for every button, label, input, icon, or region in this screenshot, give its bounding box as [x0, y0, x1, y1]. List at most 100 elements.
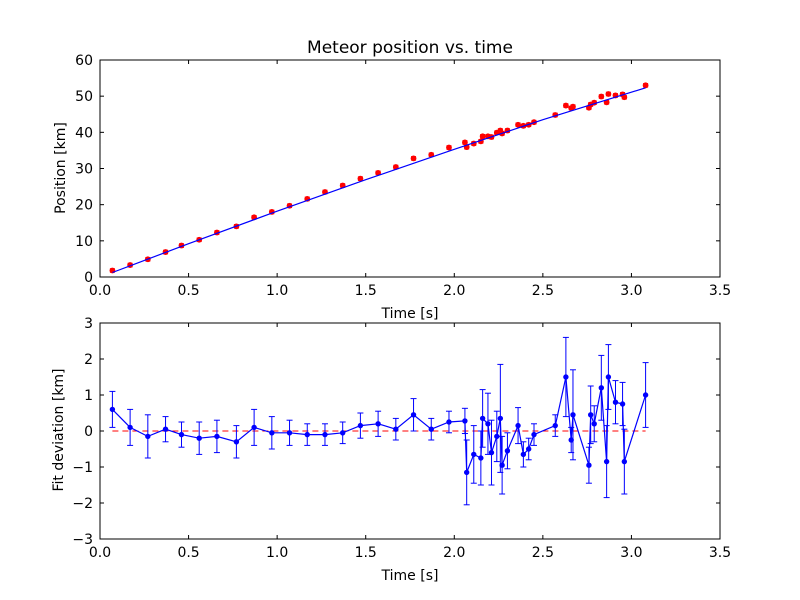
- data-point: [621, 94, 628, 101]
- data-point: [479, 415, 486, 422]
- x-tick-label: 2.5: [532, 283, 554, 299]
- data-point: [322, 431, 328, 438]
- data-point: [162, 426, 169, 432]
- data-point: [587, 412, 594, 418]
- y-tick-label: 60: [75, 53, 93, 69]
- data-point: [488, 449, 495, 456]
- data-point: [605, 374, 612, 380]
- y-tick-label: −1: [72, 460, 93, 476]
- axes-frame: [99, 59, 721, 278]
- y-tick-label: 0: [84, 270, 93, 286]
- data-point: [525, 446, 532, 452]
- data-point: [357, 422, 364, 429]
- data-point: [304, 431, 310, 438]
- data-point: [339, 430, 346, 436]
- y-axis-label: Fit deviation [km]: [51, 368, 67, 491]
- data-point: [591, 421, 597, 427]
- data-point: [410, 412, 417, 418]
- data-point: [178, 431, 185, 438]
- x-tick-label: 1.5: [355, 545, 377, 561]
- y-tick-label: 3: [84, 316, 93, 332]
- y-tick-label: 40: [75, 125, 93, 141]
- y-tick-label: 30: [75, 162, 93, 178]
- data-point: [504, 448, 511, 454]
- data-point: [642, 392, 649, 398]
- position-chart: Meteor position vs. time Time [s] Positi…: [53, 38, 731, 322]
- data-point: [269, 430, 275, 436]
- data-point: [570, 103, 576, 110]
- y-tick-label: 1: [84, 388, 93, 404]
- fit-line: [112, 87, 646, 274]
- data-point: [497, 415, 504, 422]
- x-tick-label: 1.0: [266, 283, 288, 299]
- data-point: [251, 424, 257, 431]
- data-point: [196, 435, 202, 441]
- plot-area: 0.0 0.5 1.0 1.5 2.0 2.5 3.0 3.5 0 10 20 30 40 50 60: [75, 53, 731, 299]
- x-tick-label: 3.0: [620, 545, 642, 561]
- data-point: [619, 401, 626, 407]
- data-point: [462, 139, 468, 146]
- data-point: [563, 374, 569, 380]
- data-point: [446, 419, 452, 425]
- y-axis-label: Position [km]: [53, 122, 69, 214]
- data-point: [375, 421, 381, 427]
- data-point: [598, 385, 605, 391]
- data-point: [568, 437, 574, 443]
- data-point: [494, 433, 500, 440]
- plot-area: 0.0 0.5 1.0 1.5 2.0 2.5 3.0 3.5 3 2 1 0 −1 −2 −3: [72, 316, 731, 561]
- data-point: [485, 421, 491, 427]
- data-point: [446, 144, 452, 151]
- data-point: [562, 102, 569, 109]
- chart-title: Meteor position vs. time: [307, 38, 513, 58]
- data-point: [603, 458, 610, 465]
- data-point: [642, 82, 649, 89]
- y-tick-label: 10: [75, 234, 93, 250]
- x-tick-label: 2.5: [532, 545, 554, 561]
- x-tick-label: 2.0: [443, 283, 465, 299]
- data-point: [531, 431, 537, 438]
- data-point: [145, 433, 151, 440]
- data-point: [621, 458, 628, 465]
- data-point: [520, 451, 527, 458]
- x-tick-label: 0.5: [177, 283, 199, 299]
- x-tick-label: 3.5: [709, 283, 731, 299]
- data-point: [552, 422, 558, 429]
- data-point: [598, 93, 605, 100]
- x-tick-label: 0.0: [89, 545, 111, 561]
- y-tick-label: −3: [72, 532, 93, 548]
- data-point: [357, 175, 364, 182]
- x-tick-label: 2.0: [443, 545, 465, 561]
- y-tick-label: 0: [84, 424, 93, 440]
- x-tick-label: 3.0: [620, 283, 642, 299]
- data-point: [515, 422, 521, 429]
- x-axis-label: Time [s]: [381, 568, 439, 584]
- data-point: [479, 133, 486, 140]
- data-point: [478, 455, 484, 461]
- data-point: [393, 426, 399, 432]
- data-point: [127, 424, 133, 431]
- x-tick-label: 3.5: [709, 545, 731, 561]
- x-tick-label: 1.0: [266, 545, 288, 561]
- data-point: [286, 430, 293, 436]
- deviation-chart: Time [s] Fit deviation [km] 0.0 0.5 1.0 1.5…: [51, 316, 731, 584]
- x-tick-label: 0.5: [177, 545, 199, 561]
- data-point: [463, 469, 470, 476]
- x-tick-label: 0.0: [89, 283, 111, 299]
- data-point: [612, 399, 619, 405]
- data-point: [233, 439, 240, 445]
- data-point: [410, 155, 417, 162]
- data-point: [214, 433, 220, 440]
- data-point: [109, 406, 116, 413]
- y-tick-label: 20: [75, 198, 93, 214]
- data-point: [471, 451, 477, 458]
- y-tick-label: −2: [72, 496, 93, 512]
- x-tick-label: 1.5: [355, 283, 377, 299]
- x-axis-label: Time [s]: [381, 306, 439, 322]
- data-point: [605, 91, 612, 97]
- data-point: [462, 418, 468, 424]
- data-point: [515, 121, 521, 128]
- data-point: [428, 426, 434, 432]
- axes-frame: [99, 322, 721, 540]
